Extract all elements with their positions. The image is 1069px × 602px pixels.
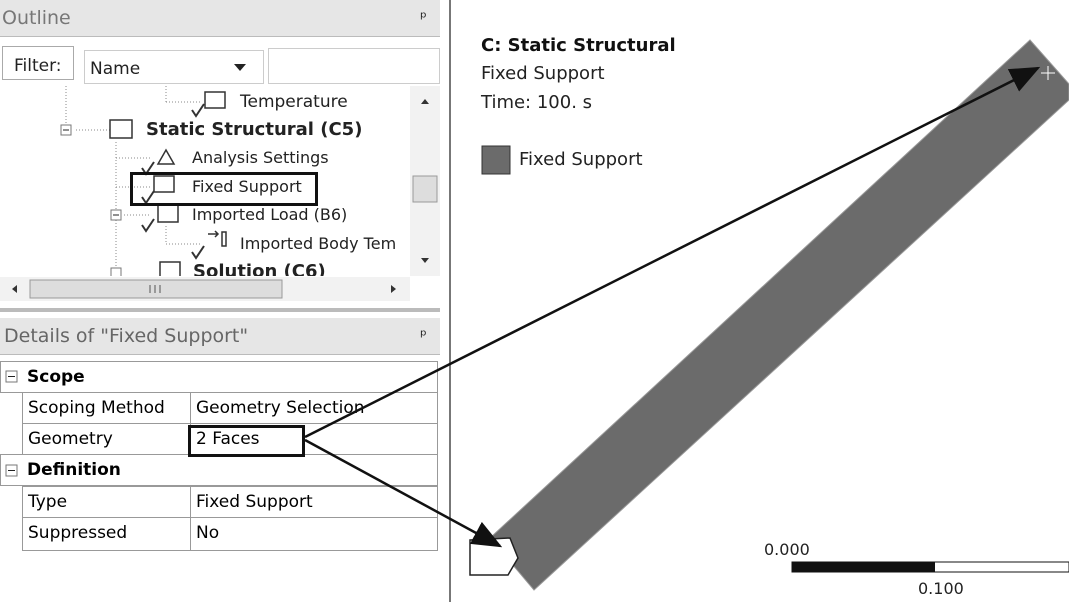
tree-item[interactable]: Solution (C6) [193, 261, 326, 277]
property-name: Suppressed [22, 517, 191, 551]
details-header [0, 318, 440, 355]
section-header: Definition [0, 454, 438, 486]
filter-label-box [2, 46, 74, 80]
tree-item[interactable]: Static Structural (C5) [146, 119, 363, 140]
filter-value: Name [90, 59, 141, 79]
tree-item[interactable]: Temperature [240, 92, 348, 112]
pin[interactable]: ᵖ [420, 8, 427, 27]
outline-header [0, 0, 440, 37]
viewport[interactable] [449, 0, 1069, 602]
tree-lines [60, 86, 227, 276]
dropdown-arrow[interactable] [234, 64, 248, 72]
viewport-subtitle: Fixed Support [481, 63, 605, 84]
filter-select[interactable] [84, 50, 264, 84]
property-value[interactable]: No [190, 517, 438, 551]
section-header: Scope [0, 361, 438, 393]
property-name: Type [22, 486, 191, 518]
highlight-box [188, 425, 305, 457]
splitter[interactable] [0, 308, 440, 312]
tree-item[interactable]: Imported Body Tem [240, 234, 397, 253]
pin[interactable]: ᵖ [420, 326, 427, 345]
tree-item[interactable]: Fixed Support [192, 177, 302, 196]
details-title: Details of "Fixed Support" [4, 325, 249, 347]
h-scrollbar[interactable] [0, 277, 410, 301]
scale-label: 0.100 [918, 579, 964, 598]
scale-label: 0.000 [764, 540, 810, 559]
tree-item[interactable]: Imported Load (B6) [192, 205, 348, 224]
filter-label: Filter: [14, 56, 62, 76]
legend-label: Fixed Support [519, 149, 643, 170]
filter-input[interactable] [268, 48, 440, 84]
tree-item[interactable]: Analysis Settings [192, 148, 329, 167]
viewport-title: C: Static Structural [481, 35, 676, 56]
property-value[interactable]: Geometry Selection [190, 392, 438, 424]
property-name: Geometry [22, 423, 191, 455]
tree: Temperature Static Structural (C5) Analy… [0, 86, 410, 276]
v-scroll-parts [412, 99, 438, 263]
viewport-time: Time: 100. s [481, 92, 593, 113]
highlight-box [130, 172, 318, 206]
collapse-icons[interactable] [0, 361, 24, 551]
property-value[interactable]: 2 Faces [190, 423, 438, 455]
property-value[interactable]: Fixed Support [190, 486, 438, 518]
outline-title: Outline [2, 7, 71, 29]
